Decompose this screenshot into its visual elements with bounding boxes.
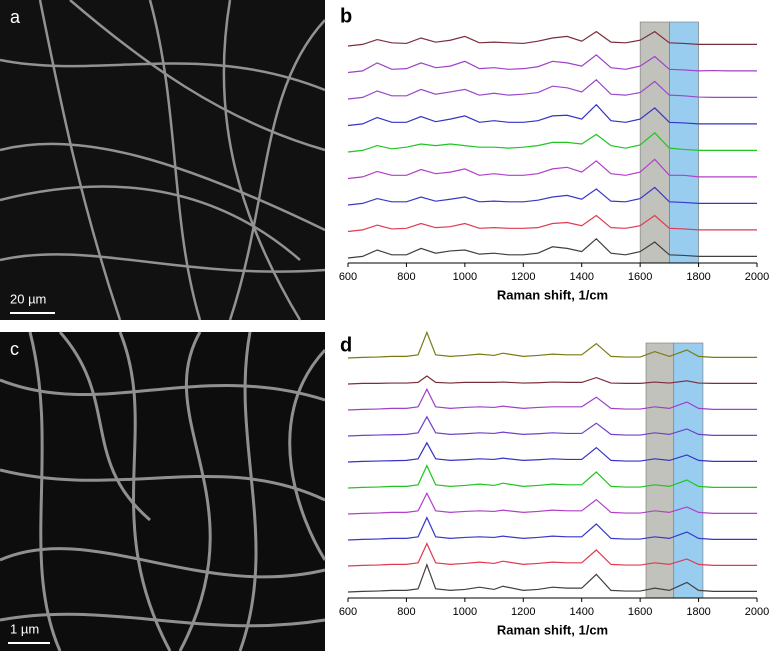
spectrum (347, 441, 757, 463)
panel-label: b (340, 5, 352, 27)
x-tick-label: 1600 (628, 271, 652, 283)
image-label: a (10, 7, 21, 27)
spectrum (347, 516, 757, 541)
x-tick-label: 2000 (745, 606, 769, 618)
x-tick-label: 1400 (569, 271, 593, 283)
x-tick-label: 1200 (511, 606, 535, 618)
spectrum (347, 186, 757, 206)
spectrum (347, 563, 757, 593)
spectrum (347, 131, 757, 153)
spectrum (347, 330, 757, 359)
x-axis-title: Raman shift, 1/cm (497, 622, 608, 637)
x-tick-label: 1800 (686, 271, 710, 283)
scale-bar-label: 20 µm (10, 291, 46, 306)
scale-bar-label: 1 µm (10, 621, 39, 636)
highlight-band (645, 342, 675, 599)
x-tick-label: 1600 (628, 606, 652, 618)
x-tick-label: 1400 (569, 606, 593, 618)
x-tick-label: 2000 (745, 271, 769, 283)
spectrum (347, 375, 757, 385)
spectrum (347, 78, 757, 100)
spectrum (347, 542, 757, 567)
x-tick-label: 1000 (453, 271, 477, 283)
spectrum (347, 415, 757, 437)
spectrum (347, 30, 757, 47)
x-tick-label: 1000 (453, 606, 477, 618)
spectrum (347, 387, 757, 411)
highlight-band (673, 342, 704, 599)
x-tick-label: 600 (339, 606, 357, 618)
x-tick-label: 1800 (686, 606, 710, 618)
highlight-band (669, 21, 699, 264)
image-label: c (10, 339, 19, 359)
x-tick-label: 800 (397, 606, 415, 618)
spectrum (347, 103, 757, 127)
spectrum (347, 491, 757, 515)
sem-image: c 1 µm (0, 331, 327, 651)
spectrum (347, 464, 757, 489)
spectrum (347, 158, 757, 180)
sem-image: a 20 µm (0, 0, 326, 321)
panel-label: d (340, 334, 352, 356)
spectrum (347, 237, 757, 259)
x-tick-label: 1200 (511, 271, 535, 283)
x-tick-label: 800 (397, 271, 415, 283)
spectrum (347, 214, 757, 233)
x-axis-title: Raman shift, 1/cm (497, 287, 608, 302)
x-tick-label: 600 (339, 271, 357, 283)
spectrum (347, 54, 757, 74)
highlight-band (639, 21, 670, 264)
